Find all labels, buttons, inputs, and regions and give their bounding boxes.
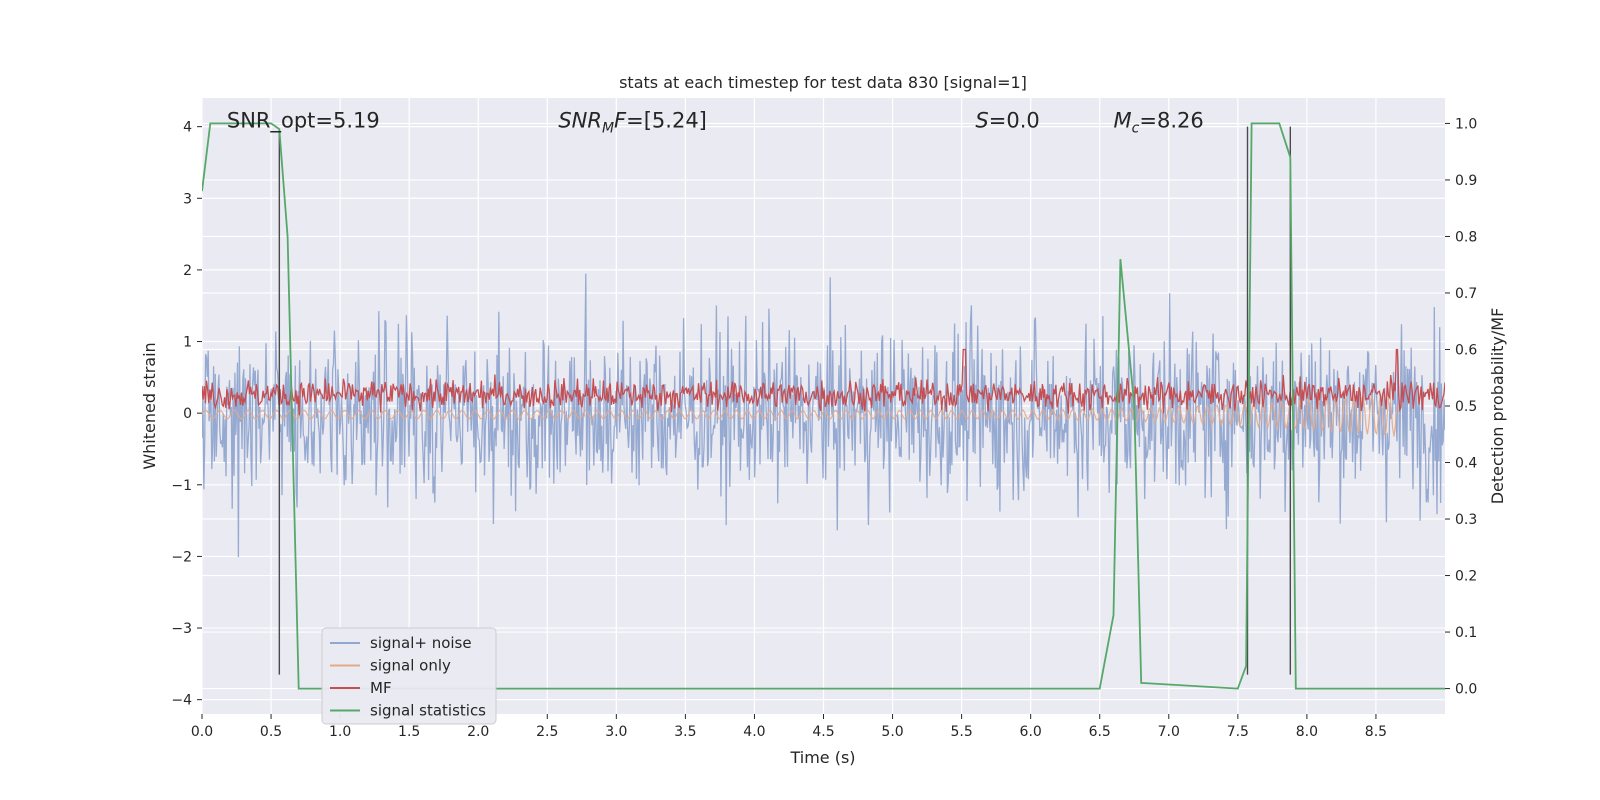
y2-tick-label: 0.6 [1455, 342, 1477, 358]
y-tick-label: 4 [183, 120, 192, 136]
legend-label: signal+ noise [370, 634, 472, 652]
series-signal-noise [202, 273, 1445, 558]
series-mf [202, 348, 1445, 416]
x-tick-label: 5.5 [950, 724, 972, 740]
x-tick-label: 0.0 [191, 724, 213, 740]
y2-tick-label: 0.4 [1455, 456, 1477, 472]
y-tick-label: 0 [183, 406, 192, 422]
x-tick-label: 4.5 [812, 724, 834, 740]
x-tick-label: 0.5 [260, 724, 282, 740]
y-tick-labels: 4 3 2 1 0 −1 −2 −3 −4 [171, 120, 202, 709]
y2-tick-label: 0.8 [1455, 229, 1477, 245]
chart-title: stats at each timestep for test data 830… [619, 73, 1027, 92]
y-tick-label: 3 [183, 191, 192, 207]
y-tick-label: 1 [183, 335, 192, 351]
y2-tick-label: 1.0 [1455, 116, 1477, 132]
annotation-mc-value: Mc=8.26 [1114, 108, 1204, 136]
y2-axis-label: Detection probability/MF [1488, 308, 1507, 505]
annotation-snr-opt: SNR_opt=5.19 [227, 108, 380, 133]
series-layer [202, 122, 1445, 690]
x-tick-label: 5.0 [881, 724, 903, 740]
x-tick-label: 8.0 [1296, 724, 1318, 740]
y-tick-label: −3 [171, 621, 192, 637]
legend-label: signal statistics [370, 702, 486, 720]
y2-tick-labels: 1.0 0.9 0.8 0.7 0.6 0.5 0.4 0.3 0.2 0.1 0.0 [1445, 116, 1477, 698]
y2-tick-label: 0.3 [1455, 512, 1477, 528]
x-tick-label: 6.5 [1089, 724, 1111, 740]
x-tick-label: 7.0 [1158, 724, 1180, 740]
y-tick-label: −1 [171, 478, 192, 494]
x-tick-label: 1.0 [329, 724, 351, 740]
annotation-s-value: S=0.0 [975, 108, 1039, 132]
x-tick-label: 6.0 [1020, 724, 1042, 740]
x-tick-labels: 0.0 0.5 1.0 1.5 2.0 2.5 3.0 3.5 4.0 4.5 5.0 5.5 6.0 6… [191, 714, 1387, 740]
y-tick-label: −2 [171, 549, 192, 565]
series-signal-statistics [202, 122, 1445, 690]
x-axis-label: Time (s) [789, 748, 855, 767]
series-signal-only [202, 392, 1398, 437]
x-tick-label: 1.5 [398, 724, 420, 740]
legend-label: MF [370, 679, 392, 697]
y-axis-label: Whitened strain [140, 342, 159, 469]
y2-tick-label: 0.9 [1455, 173, 1477, 189]
legend-box [321, 627, 497, 725]
annotations: SNR_opt=5.19 SNRMF=[5.24] S=0.0 Mc=8.26 [227, 108, 1204, 136]
x-tick-label: 3.0 [605, 724, 627, 740]
y-tick-label: −4 [171, 693, 192, 709]
annotation-snr-mf: SNRMF=[5.24] [558, 108, 707, 136]
y2-tick-label: 0.1 [1455, 625, 1477, 641]
y-tick-label: 2 [183, 263, 192, 279]
legend: signal+ noise signal only MF signal statist… [321, 627, 497, 725]
x-tick-label: 8.5 [1365, 724, 1387, 740]
y2-tick-label: 0.7 [1455, 286, 1477, 302]
y2-tick-label: 0.2 [1455, 569, 1477, 585]
x-tick-label: 3.5 [674, 724, 696, 740]
legend-label: signal only [370, 657, 451, 675]
x-tick-label: 2.5 [536, 724, 558, 740]
y2-tick-label: 0.0 [1455, 682, 1477, 698]
x-tick-label: 2.0 [467, 724, 489, 740]
x-tick-label: 7.5 [1227, 724, 1249, 740]
y2-tick-label: 0.5 [1455, 399, 1477, 415]
x-tick-label: 4.0 [743, 724, 765, 740]
